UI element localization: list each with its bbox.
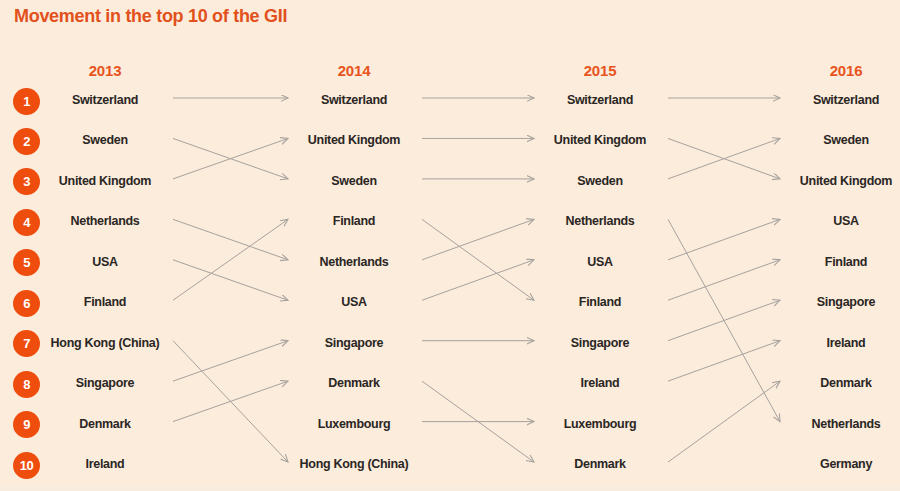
country-label-2014-rank-9: Luxembourg: [249, 417, 459, 431]
country-label-2015-rank-6: Finland: [495, 295, 705, 309]
country-label-2013-rank-9: Denmark: [0, 417, 210, 431]
country-label-2016-rank-1: Switzerland: [741, 93, 900, 107]
country-label-2016-rank-3: United Kingdom: [741, 174, 900, 188]
country-label-2014-rank-3: Sweden: [249, 174, 459, 188]
year-header-2013: 2013: [5, 62, 205, 79]
country-label-2014-rank-6: USA: [249, 295, 459, 309]
country-label-2014-rank-1: Switzerland: [249, 93, 459, 107]
country-label-2013-rank-8: Singapore: [0, 376, 210, 390]
country-label-2013-rank-2: Sweden: [0, 133, 210, 147]
country-label-2015-rank-3: Sweden: [495, 174, 705, 188]
country-label-2015-rank-7: Singapore: [495, 336, 705, 350]
country-label-2015-rank-5: USA: [495, 255, 705, 269]
country-label-2016-rank-8: Denmark: [741, 376, 900, 390]
country-label-2013-rank-5: USA: [0, 255, 210, 269]
country-label-2014-rank-2: United Kingdom: [249, 133, 459, 147]
country-label-2015-rank-10: Denmark: [495, 457, 705, 471]
country-label-2013-rank-3: United Kingdom: [0, 174, 210, 188]
country-label-2015-rank-1: Switzerland: [495, 93, 705, 107]
country-label-2015-rank-2: United Kingdom: [495, 133, 705, 147]
country-label-2014-rank-5: Netherlands: [249, 255, 459, 269]
country-label-2014-rank-4: Finland: [249, 214, 459, 228]
year-header-2016: 2016: [746, 62, 900, 79]
country-label-2016-rank-10: Germany: [741, 457, 900, 471]
country-label-2013-rank-6: Finland: [0, 295, 210, 309]
country-label-2014-rank-10: Hong Kong (China): [249, 457, 459, 471]
country-label-2016-rank-5: Finland: [741, 255, 900, 269]
country-label-2016-rank-4: USA: [741, 214, 900, 228]
country-label-2014-rank-7: Singapore: [249, 336, 459, 350]
country-label-2013-rank-1: Switzerland: [0, 93, 210, 107]
country-label-2013-rank-4: Netherlands: [0, 214, 210, 228]
gii-movement-chart: Movement in the top 10 of the GII 123456…: [0, 0, 900, 491]
country-label-2016-rank-2: Sweden: [741, 133, 900, 147]
country-label-2014-rank-8: Denmark: [249, 376, 459, 390]
footer-strip: [0, 486, 900, 491]
country-label-2015-rank-8: Ireland: [495, 376, 705, 390]
country-label-2013-rank-10: Ireland: [0, 457, 210, 471]
year-header-2015: 2015: [500, 62, 700, 79]
country-label-2016-rank-7: Ireland: [741, 336, 900, 350]
year-header-2014: 2014: [254, 62, 454, 79]
country-label-2015-rank-9: Luxembourg: [495, 417, 705, 431]
country-label-2013-rank-7: Hong Kong (China): [0, 336, 210, 350]
country-label-2016-rank-6: Singapore: [741, 295, 900, 309]
country-label-2015-rank-4: Netherlands: [495, 214, 705, 228]
country-label-2016-rank-9: Netherlands: [741, 417, 900, 431]
